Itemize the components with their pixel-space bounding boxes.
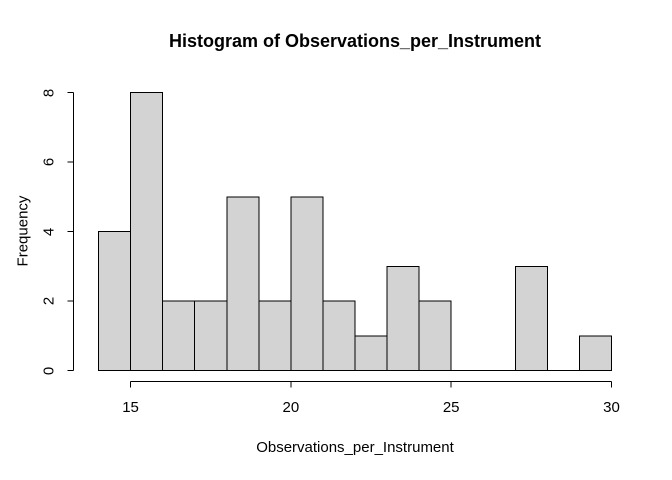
x-tick-label: 30	[603, 399, 620, 416]
histogram-bar	[322, 300, 356, 371]
histogram-bar	[578, 335, 612, 371]
histogram-bar	[354, 335, 388, 371]
histogram-bar	[386, 265, 420, 371]
x-axis-label: Observations_per_Instrument	[256, 439, 454, 456]
histogram-bar	[514, 265, 548, 371]
histogram-bar	[418, 300, 452, 371]
histogram-bar	[130, 92, 164, 371]
histogram-bar	[98, 231, 132, 371]
y-tick-label: 6	[40, 157, 58, 167]
x-tick-label: 20	[282, 399, 300, 416]
y-tick-label: 8	[40, 88, 58, 97]
y-tick-label: 0	[40, 366, 58, 375]
y-tick-label: 2	[40, 296, 58, 306]
chart-title: Histogram of Observations_per_Instrument	[168, 31, 542, 51]
histogram-bar	[226, 196, 260, 371]
y-tick-label: 4	[40, 227, 58, 236]
x-tick-label: 15	[122, 399, 139, 416]
histogram-bar	[162, 300, 196, 371]
y-axis-label: Frequency	[14, 195, 32, 267]
histogram-bar	[258, 300, 292, 371]
histogram-bar	[290, 196, 324, 371]
x-tick-label: 25	[442, 399, 460, 416]
histogram-bar	[194, 300, 228, 371]
